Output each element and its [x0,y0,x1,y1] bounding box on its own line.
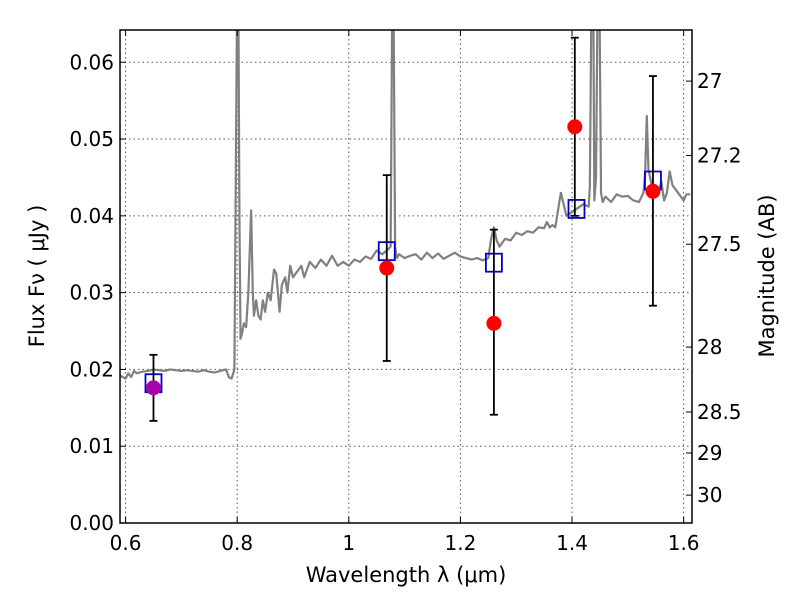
x-tick-label: 0.8 [221,531,253,555]
x-tick-label: 1.4 [556,531,588,555]
magnitude-tick-label: 27.2 [697,143,742,167]
magnitude-tick-label: 28.5 [697,400,742,424]
observed-photometry-point [567,119,583,135]
y-tick-label: 0.02 [69,357,114,381]
y-tick-label: 0.00 [69,511,114,535]
magnitude-tick-label: 28 [697,335,722,359]
observed-photometry-point [486,315,502,331]
model-photometry-square [567,199,586,219]
y-axis-label: Flux Fν ( μJy ) [25,205,49,348]
y-tick-label: 0.01 [69,434,114,458]
y-tick-label: 0.06 [69,50,114,74]
plot-frame [119,29,693,524]
observed-photometry-point [145,380,161,396]
observed-photometry-point [645,183,661,199]
x-tick-label: 1.6 [668,531,700,555]
data-layer [120,30,691,422]
plot-area [120,30,692,523]
y-tick-label: 0.05 [69,127,114,151]
x-tick-label: 0.6 [110,531,142,555]
x-tick-label: 1.2 [445,531,477,555]
axis-ticks: 0.6 0.8 1 1.2 1.4 1.6 0.00 0.01 0.02 0.03 0.04 0.05… [69,30,742,555]
magnitude-tick-label: 27.5 [697,232,742,256]
magnitude-tick-label: 27 [697,69,722,93]
right-y-axis-label: Magnitude (AB) [755,194,779,357]
magnitude-tick-label: 30 [697,483,722,507]
gridlines [120,30,692,524]
y-tick-label: 0.03 [69,281,114,305]
magnitude-tick-label: 29 [697,441,722,465]
y-tick-label: 0.04 [69,204,114,228]
x-axis-label: Wavelength λ (μm) [306,563,507,587]
x-tick-label: 1 [342,531,355,555]
observed-photometry-point [379,260,395,276]
